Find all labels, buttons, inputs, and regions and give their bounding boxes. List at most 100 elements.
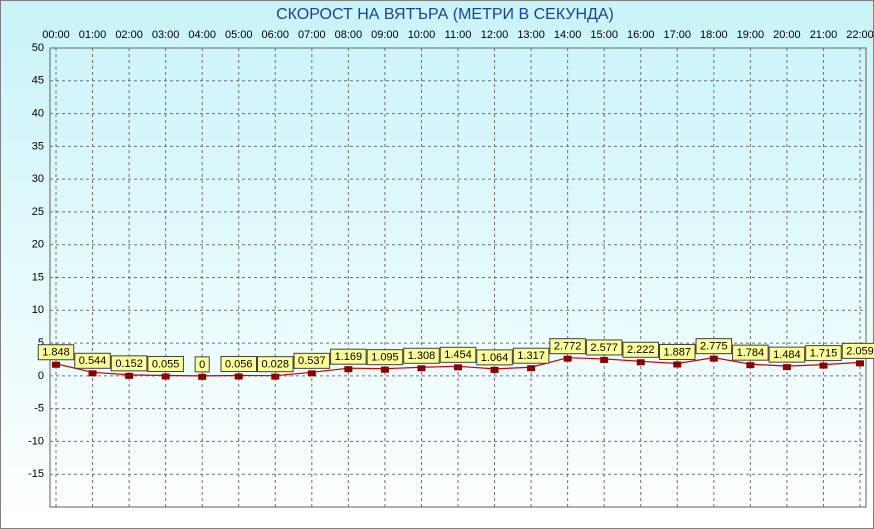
marker xyxy=(746,362,755,369)
y-tick-label: 50 xyxy=(32,42,44,54)
y-tick-label: -15 xyxy=(28,468,44,480)
value-label: 0.544 xyxy=(79,355,107,367)
value-label: 2.222 xyxy=(627,344,655,356)
marker xyxy=(454,364,462,371)
marker xyxy=(856,360,864,367)
value-label: 1.887 xyxy=(664,346,692,358)
value-label: 1.317 xyxy=(517,350,545,362)
x-tick-label: 15:00 xyxy=(590,29,618,41)
value-label-box xyxy=(622,341,659,358)
value-label: 1.848 xyxy=(42,347,70,359)
value-label: 1.064 xyxy=(481,352,509,364)
chart-title: СКОРОСТ НА ВЯТЪРА (МЕТРИ В СЕКУНДА) xyxy=(276,6,614,23)
x-tick-label: 03:00 xyxy=(152,29,180,41)
value-label-box xyxy=(768,346,806,363)
marker xyxy=(125,372,134,379)
value-label: 1.484 xyxy=(773,349,801,361)
x-tick-label: 07:00 xyxy=(298,29,326,41)
x-tick-label: 17:00 xyxy=(664,29,692,41)
value-label-box xyxy=(841,342,874,359)
value-label-box xyxy=(585,339,623,356)
value-label: 0.055 xyxy=(152,358,180,370)
marker xyxy=(527,365,536,372)
x-tick-label: 04:00 xyxy=(188,29,216,41)
value-label-box xyxy=(257,356,294,373)
marker xyxy=(563,355,572,362)
x-tick-label: 01:00 xyxy=(79,29,107,41)
value-label-box xyxy=(147,355,184,372)
x-tick-label: 16:00 xyxy=(627,29,655,41)
value-label-box xyxy=(293,352,331,369)
value-label-box xyxy=(732,344,769,361)
value-label-box xyxy=(74,352,111,369)
marker xyxy=(490,366,499,373)
x-tick-label: 05:00 xyxy=(225,29,253,41)
marker xyxy=(88,370,97,377)
value-label: 0 xyxy=(199,359,205,371)
y-tick-label: 10 xyxy=(32,304,44,316)
y-tick-label: -10 xyxy=(28,435,44,447)
x-tick-label: 21:00 xyxy=(810,29,838,41)
value-label-box xyxy=(805,345,842,362)
value-label: 0.152 xyxy=(115,358,143,370)
x-tick-label: 18:00 xyxy=(700,29,728,41)
value-label-box xyxy=(549,338,586,355)
value-label: 1.169 xyxy=(335,351,363,363)
x-tick-label: 10:00 xyxy=(408,29,436,41)
x-tick-label: 00:00 xyxy=(42,29,70,41)
x-tick-label: 13:00 xyxy=(517,29,545,41)
marker xyxy=(782,364,791,371)
value-label: 1.454 xyxy=(444,349,472,361)
x-tick-label: 20:00 xyxy=(773,29,801,41)
value-label-box xyxy=(220,355,257,372)
y-tick-label: 25 xyxy=(32,206,44,218)
value-label-box xyxy=(366,349,404,366)
value-label: 0.056 xyxy=(225,358,253,370)
value-label-box xyxy=(439,346,477,363)
value-label-box xyxy=(476,349,513,366)
y-tick-label: 20 xyxy=(32,239,44,251)
marker xyxy=(380,366,389,373)
y-tick-label: 35 xyxy=(32,140,44,152)
marker xyxy=(673,361,682,368)
x-tick-label: 11:00 xyxy=(445,29,472,41)
value-label-box xyxy=(37,344,75,361)
marker xyxy=(819,362,828,369)
value-label-box xyxy=(110,355,148,372)
value-label-box xyxy=(403,347,440,364)
x-tick-label: 06:00 xyxy=(262,29,290,41)
marker xyxy=(198,373,207,380)
value-label: 1.308 xyxy=(408,350,436,362)
value-label: 0.028 xyxy=(262,359,290,371)
value-label: 1.784 xyxy=(737,347,765,359)
x-tick-label: 14:00 xyxy=(554,29,582,41)
marker xyxy=(600,356,609,363)
y-tick-label: 45 xyxy=(32,75,44,87)
x-tick-label: 12:00 xyxy=(481,29,509,41)
marker xyxy=(234,373,243,380)
marker xyxy=(307,370,316,377)
y-tick-label: -5 xyxy=(34,403,44,415)
x-tick-label: 02:00 xyxy=(115,29,143,41)
marker xyxy=(417,365,426,372)
y-tick-label: 5 xyxy=(38,337,44,349)
value-label-box xyxy=(330,348,367,365)
value-label-box xyxy=(194,356,210,373)
value-label-box xyxy=(512,347,550,364)
marker xyxy=(52,361,60,368)
value-label: 1.715 xyxy=(810,348,838,360)
value-label-box xyxy=(659,343,696,360)
x-tick-label: 08:00 xyxy=(335,29,363,41)
x-tick-label: 19:00 xyxy=(737,29,765,41)
y-tick-label: 0 xyxy=(38,370,44,382)
marker xyxy=(161,373,170,380)
value-label: 2.059 xyxy=(846,345,874,357)
marker xyxy=(271,373,280,380)
marker xyxy=(636,359,645,366)
value-label: 2.772 xyxy=(554,341,582,353)
value-label: 2.775 xyxy=(700,341,728,353)
value-label-box xyxy=(695,338,733,355)
value-label: 1.095 xyxy=(371,352,399,364)
